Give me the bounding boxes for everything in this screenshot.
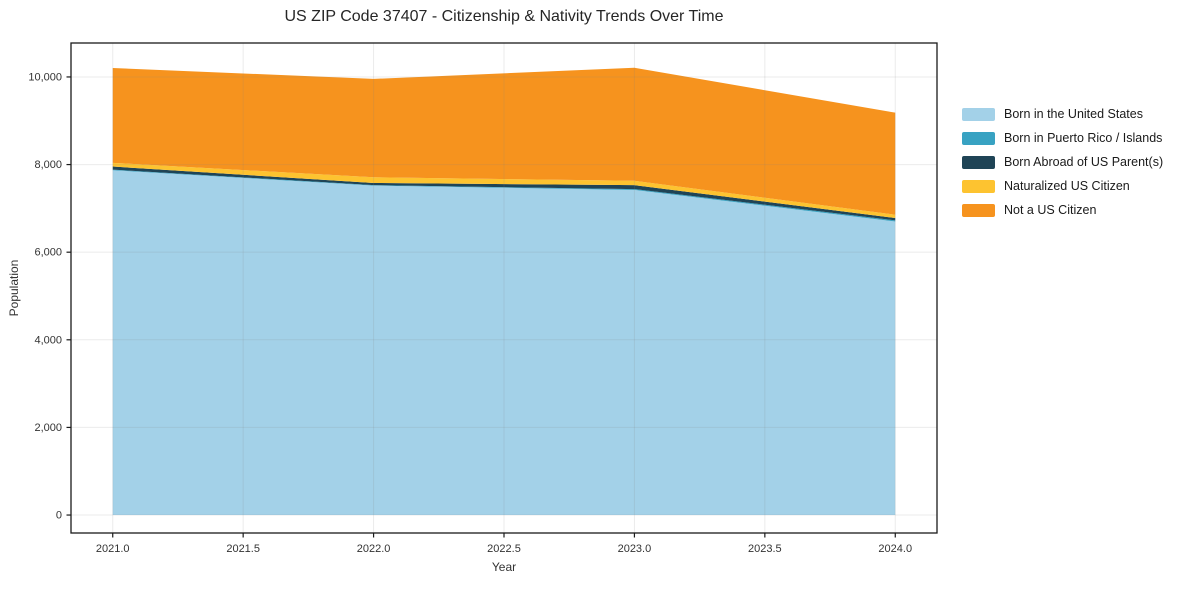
x-tick-label: 2022.0 (357, 543, 391, 555)
legend-item-naturalized-us-citizen: Naturalized US Citizen (962, 179, 1163, 193)
x-tick-label: 2024.0 (878, 543, 912, 555)
y-tick-label: 4,000 (34, 334, 62, 346)
legend-swatch-icon (962, 203, 995, 217)
legend-label: Born Abroad of US Parent(s) (1004, 155, 1164, 169)
stacked-areas (112, 67, 896, 516)
y-tick-label: 6,000 (34, 247, 62, 259)
legend: Born in the United States Born in Puerto … (962, 107, 1163, 217)
legend-label: Not a US Citizen (1004, 203, 1097, 217)
x-tick-label: 2022.5 (487, 543, 521, 555)
y-tick-label: 10,000 (28, 71, 62, 83)
legend-swatch-icon (962, 155, 995, 169)
area-born-in-the-united-states (112, 170, 896, 516)
legend-item-born-in-puerto-rico-islands: Born in Puerto Rico / Islands (962, 131, 1163, 145)
x-tick-label: 2023.5 (748, 543, 782, 555)
x-tick-label: 2021.5 (226, 543, 260, 555)
y-tick-label: 0 (56, 510, 62, 522)
legend-label: Born in Puerto Rico / Islands (1004, 131, 1163, 145)
legend-label: Born in the United States (1004, 107, 1143, 121)
area-born-in-puerto-rico-islands (112, 169, 896, 222)
legend-label: Naturalized US Citizen (1004, 179, 1130, 193)
area-not-a-us-citizen (112, 67, 896, 215)
area-naturalized-us-citizen (112, 162, 896, 219)
x-axis-label: Year (491, 560, 517, 574)
area-born-abroad-of-us-parent-s (112, 166, 896, 221)
x-tick-label: 2021.0 (96, 543, 130, 555)
legend-item-born-abroad-of-us-parent-s: Born Abroad of US Parent(s) (962, 155, 1163, 169)
y-tick-label: 2,000 (34, 422, 62, 434)
legend-swatch-icon (962, 131, 995, 145)
x-tick-label: 2023.0 (618, 543, 652, 555)
legend-item-born-in-the-united-states: Born in the United States (962, 107, 1163, 121)
tick-labels: 2021.0 2021.5 2022.0 2022.5 2023.0 2023.5 2024… (28, 71, 912, 555)
gridlines (71, 43, 937, 533)
chart-title: US ZIP Code 37407 - Citizenship & Nativi… (284, 8, 724, 25)
legend-swatch-icon (962, 179, 995, 193)
y-tick-label: 8,000 (34, 159, 62, 171)
legend-item-not-a-us-citizen: Not a US Citizen (962, 203, 1163, 217)
legend-swatch-icon (962, 107, 995, 121)
tick-marks (66, 76, 896, 538)
